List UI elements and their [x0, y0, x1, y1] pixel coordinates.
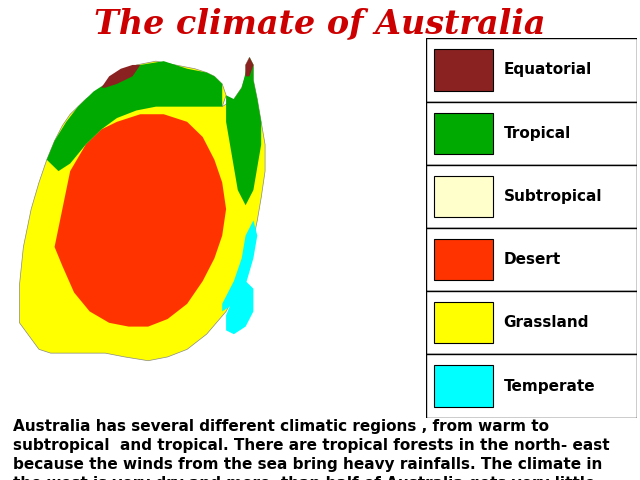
Polygon shape: [226, 57, 261, 205]
Text: The climate of Australia: The climate of Australia: [94, 7, 546, 40]
Bar: [434, 49, 493, 91]
Bar: [434, 239, 493, 280]
Bar: [434, 176, 493, 217]
Bar: [434, 113, 493, 154]
Bar: [426, 354, 637, 418]
Polygon shape: [47, 61, 222, 171]
Polygon shape: [101, 65, 140, 88]
Text: Grassland: Grassland: [504, 315, 589, 330]
Text: Tropical: Tropical: [504, 126, 571, 141]
Text: Subtropical: Subtropical: [504, 189, 602, 204]
Polygon shape: [19, 57, 265, 361]
Bar: [426, 165, 637, 228]
Bar: [434, 302, 493, 343]
Polygon shape: [222, 220, 257, 312]
Bar: [426, 291, 637, 354]
Polygon shape: [246, 57, 253, 76]
Text: Equatorial: Equatorial: [504, 62, 592, 77]
Bar: [426, 38, 637, 102]
Bar: [426, 102, 637, 165]
Polygon shape: [54, 114, 226, 326]
Text: Temperate: Temperate: [504, 379, 595, 394]
Text: Australia has several different climatic regions , from warm to
subtropical  and: Australia has several different climatic…: [13, 419, 609, 480]
Polygon shape: [226, 281, 253, 334]
Text: Desert: Desert: [504, 252, 561, 267]
Bar: [426, 228, 637, 291]
Bar: [434, 365, 493, 407]
